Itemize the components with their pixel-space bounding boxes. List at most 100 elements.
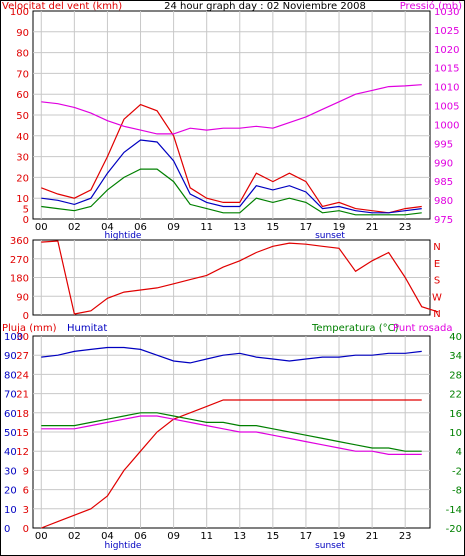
humidity-ytick-10: 10 xyxy=(4,505,17,516)
wind-ytick-70: 70 xyxy=(16,69,29,80)
rain-ytick-9: 9 xyxy=(23,466,29,477)
temp-ytick--14: -14 xyxy=(446,505,462,516)
temp-ytick-40: 40 xyxy=(449,332,462,343)
humidity-ytick-100: 100 xyxy=(4,332,23,343)
direction-series xyxy=(41,240,439,315)
wind-xtick-23: 23 xyxy=(399,222,412,233)
humidity-ytick-80: 80 xyxy=(4,370,17,381)
dew-point-axis-title: Punt rosada xyxy=(393,323,452,334)
dir-ytick-0: 0 xyxy=(23,311,29,322)
wind-axis-title: Velocitat del vent (kmh) xyxy=(2,1,122,12)
pressure-ytick-995: 995 xyxy=(434,139,453,150)
rain-xtick-21: 21 xyxy=(366,531,379,542)
env-series-green xyxy=(41,412,422,452)
wind-xtick-21: 21 xyxy=(366,222,379,233)
wind-ytick-30: 30 xyxy=(16,153,29,164)
wind-ytick-5: 5 xyxy=(23,205,29,216)
wind-xtick-19: 19 xyxy=(333,222,346,233)
sunset-label: sunset xyxy=(315,231,345,241)
rain-xtick-06: 06 xyxy=(134,531,147,542)
rain-xtick-13: 13 xyxy=(233,531,246,542)
env-series-blue xyxy=(41,346,422,364)
humidity-ytick-20: 20 xyxy=(4,486,17,497)
pressure-ytick-1015: 1015 xyxy=(434,64,459,75)
env-series-red xyxy=(41,399,422,529)
dir-ytick-180: 180 xyxy=(10,274,29,285)
pressure-ytick-1020: 1020 xyxy=(434,45,459,56)
wind-ytick-50: 50 xyxy=(16,111,29,122)
temp-ytick-34: 34 xyxy=(449,351,462,362)
temperature-axis-title: Temperatura (°C) xyxy=(311,323,399,334)
rain-xtick-17: 17 xyxy=(300,531,313,542)
dir-compass-1: E xyxy=(434,259,440,270)
rain-ytick-21: 21 xyxy=(16,390,29,401)
pressure-axis-title: Pressió (mb) xyxy=(400,0,462,12)
humidity-ytick-40: 40 xyxy=(4,447,17,458)
wind-ytick-90: 90 xyxy=(16,28,29,39)
temp-ytick-28: 28 xyxy=(449,370,462,381)
wind-series-magenta xyxy=(41,84,422,135)
rain-xtick-11: 11 xyxy=(200,531,213,542)
temp-ytick-16: 16 xyxy=(449,409,462,420)
rain-xtick-02: 02 xyxy=(68,531,81,542)
rain-ytick-6: 6 xyxy=(23,486,29,497)
wind-xtick-09: 09 xyxy=(167,222,180,233)
rain-xtick-23: 23 xyxy=(399,531,412,542)
pressure-ytick-1000: 1000 xyxy=(434,120,459,131)
pressure-ytick-975: 975 xyxy=(434,215,453,226)
wind-xtick-06: 06 xyxy=(134,222,147,233)
wind-xtick-11: 11 xyxy=(200,222,213,233)
pressure-ytick-1025: 1025 xyxy=(434,26,459,37)
humidity-ytick-70: 70 xyxy=(4,390,17,401)
humidity-ytick-90: 90 xyxy=(4,351,17,362)
wind-xtick-02: 02 xyxy=(68,222,81,233)
temp-ytick--20: -20 xyxy=(446,524,462,535)
rain-ytick-30: 30 xyxy=(16,332,29,343)
wind-xtick-04: 04 xyxy=(101,222,114,233)
wind-ytick-10: 10 xyxy=(16,194,29,205)
dir-ytick-360: 360 xyxy=(10,236,29,247)
pressure-ytick-990: 990 xyxy=(434,158,453,169)
dir-compass-4: N xyxy=(433,309,440,320)
pressure-ytick-1005: 1005 xyxy=(434,102,459,113)
graph-title: 24 hour graph day : 02 Noviembre 2008 xyxy=(164,1,366,12)
rain-xtick-19: 19 xyxy=(333,531,346,542)
wind-ytick-100: 100 xyxy=(10,7,29,18)
temp-ytick-22: 22 xyxy=(449,390,462,401)
wind-ytick-40: 40 xyxy=(16,132,29,143)
humidity-axis-title: Humitat xyxy=(67,323,107,334)
pressure-ytick-980: 980 xyxy=(434,196,453,207)
dir-ytick-270: 270 xyxy=(10,255,29,266)
dir-compass-3: W xyxy=(432,292,442,303)
hightide-label-bottom: hightide xyxy=(105,541,142,551)
wind-xtick-00: 00 xyxy=(35,222,48,233)
pressure-ytick-1010: 1010 xyxy=(434,83,459,94)
dir-compass-2: S xyxy=(434,276,440,287)
env-series-magenta xyxy=(41,415,422,455)
hightide-label: hightide xyxy=(105,231,142,241)
wind-series-blue xyxy=(41,139,422,214)
rain-ytick-24: 24 xyxy=(16,370,29,381)
wind-xtick-15: 15 xyxy=(266,222,279,233)
wind-ytick-60: 60 xyxy=(16,90,29,101)
wind-xtick-13: 13 xyxy=(233,222,246,233)
rain-ytick-12: 12 xyxy=(16,447,29,458)
pressure-ytick-985: 985 xyxy=(434,177,453,188)
dir-ytick-90: 90 xyxy=(16,292,29,303)
rain-ytick-27: 27 xyxy=(16,351,29,362)
sunset-label-bottom: sunset xyxy=(315,541,345,551)
rain-xtick-09: 09 xyxy=(167,531,180,542)
wind-xtick-17: 17 xyxy=(300,222,313,233)
wind-series-red xyxy=(41,103,422,214)
rain-xtick-00: 00 xyxy=(35,531,48,542)
temp-ytick-4: 4 xyxy=(456,447,462,458)
wind-ytick-0: 0 xyxy=(23,215,29,226)
wind-ytick-80: 80 xyxy=(16,49,29,60)
rain-ytick-15: 15 xyxy=(16,428,29,439)
temp-ytick--8: -8 xyxy=(452,486,462,497)
rain-xtick-15: 15 xyxy=(266,531,279,542)
rain-ytick-3: 3 xyxy=(23,505,29,516)
temp-ytick--2: -2 xyxy=(452,466,462,477)
